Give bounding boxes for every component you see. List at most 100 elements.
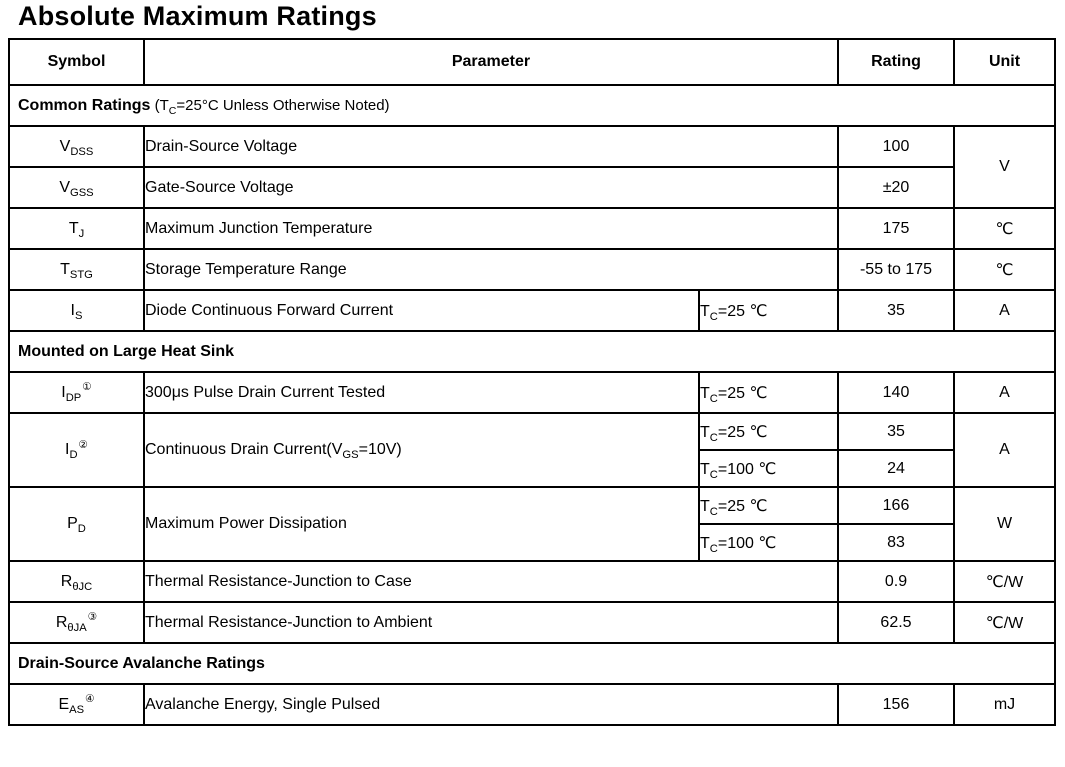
parameter-cell-pd: Maximum Power Dissipation — [143, 486, 700, 562]
condition-cell-is: TC=25 ℃ — [698, 289, 839, 332]
condition-cell-pd-100c: TC=100 ℃ — [698, 523, 839, 562]
symbol-subscript: DSS — [70, 145, 94, 158]
rating-cell-idp: 140 — [837, 371, 955, 414]
symbol-cell-vgss: VGSS — [8, 166, 145, 209]
parameter-cell-rthjc: Thermal Resistance-Junction to Case — [143, 560, 839, 603]
symbol-cell-tstg: TSTG — [8, 248, 145, 291]
parameter-cell-is: Diode Continuous Forward Current — [143, 289, 700, 332]
datasheet-page: Absolute Maximum Ratings Symbol Paramete… — [8, 1, 1056, 726]
symbol-subscript: D — [77, 523, 86, 536]
unit-cell-tj: ℃ — [953, 207, 1056, 250]
symbol-cell-eas: EAS④ — [8, 683, 145, 726]
footnote-ref-4: ④ — [85, 693, 95, 706]
condition-base: T — [700, 460, 710, 478]
section-title-heatsink: Mounted on Large Heat Sink — [8, 330, 1056, 373]
rating-cell-eas: 156 — [837, 683, 955, 726]
condition-value: =25 ℃ — [717, 302, 768, 320]
symbol-subscript: DP — [65, 391, 82, 404]
symbol-subscript: STG — [69, 268, 93, 281]
parameter-cell-idp: 300μs Pulse Drain Current Tested — [143, 371, 700, 414]
condition-cell-id-100c: TC=100 ℃ — [698, 449, 839, 488]
footnote-ref-2: ② — [78, 438, 88, 451]
section-note-pre: (T — [150, 96, 169, 114]
unit-cell-rthja: ℃/W — [953, 601, 1056, 644]
condition-value: =25 ℃ — [717, 497, 768, 515]
unit-cell-idp: A — [953, 371, 1056, 414]
rating-cell-vgss: ±20 — [837, 166, 955, 209]
section-title-text: Common Ratings — [18, 96, 151, 114]
table-row-vgss: VGSS Gate-Source Voltage ±20 — [8, 166, 1055, 209]
symbol-subscript: θJC — [72, 580, 93, 593]
symbol-cell-id: ID② — [8, 412, 145, 488]
condition-value: =100 ℃ — [717, 534, 777, 552]
symbol-cell-vdss: VDSS — [8, 125, 145, 168]
symbol-subscript: AS — [69, 703, 85, 716]
condition-base: T — [700, 534, 710, 552]
table-row-rthjc: RθJC Thermal Resistance-Junction to Case… — [8, 560, 1056, 603]
section-note-subscript: C — [168, 104, 177, 117]
condition-subscript: C — [709, 310, 718, 323]
symbol-base: R — [55, 613, 68, 631]
condition-cell-pd-25c: TC=25 ℃ — [698, 486, 839, 525]
condition-base: T — [700, 423, 710, 441]
table-row-idp: IDP① 300μs Pulse Drain Current Tested TC… — [8, 371, 1056, 414]
condition-subscript: C — [709, 505, 718, 518]
condition-value: =25 ℃ — [717, 423, 768, 441]
unit-cell-eas: mJ — [953, 683, 1056, 726]
parameter-text-post: =10V) — [358, 441, 402, 458]
symbol-base: T — [68, 219, 79, 237]
condition-cell-idp: TC=25 ℃ — [698, 371, 839, 414]
parameter-cell-tj: Maximum Junction Temperature — [143, 207, 839, 250]
table-header-row: Symbol Parameter Rating Unit — [8, 38, 1056, 86]
symbol-cell-is: IS — [8, 289, 145, 332]
symbol-cell-rthjc: RθJC — [8, 560, 145, 603]
symbol-base: I — [61, 383, 66, 401]
condition-value: =100 ℃ — [717, 460, 777, 478]
symbol-cell-tj: TJ — [8, 207, 145, 250]
section-row-common-ratings: Common Ratings (TC=25°C Unless Otherwise… — [8, 84, 1056, 127]
symbol-base: V — [59, 137, 71, 155]
symbol-subscript: θJA — [67, 621, 87, 634]
symbol-subscript: S — [74, 309, 83, 322]
symbol-base: V — [59, 178, 71, 196]
table-row-pd-100c: TC=100 ℃ 83 — [9, 523, 1055, 562]
parameter-cell-vdss: Drain-Source Voltage — [143, 125, 839, 168]
rating-cell-tj: 175 — [837, 207, 955, 250]
col-header-unit: Unit — [953, 38, 1056, 86]
table-row-tj: TJ Maximum Junction Temperature 175 ℃ — [8, 207, 1056, 250]
unit-cell-rthjc: ℃/W — [953, 560, 1056, 603]
parameter-cell-tstg: Storage Temperature Range — [143, 248, 839, 291]
table-row-eas: EAS④ Avalanche Energy, Single Pulsed 156… — [8, 683, 1056, 726]
condition-value: =25 ℃ — [717, 384, 768, 402]
condition-cell-id-25c: TC=25 ℃ — [698, 412, 839, 451]
parameter-cell-rthja: Thermal Resistance-Junction to Ambient — [143, 601, 839, 644]
condition-subscript: C — [709, 431, 718, 444]
table-row-vdss: VDSS Drain-Source Voltage 100 V — [8, 125, 1056, 209]
rating-cell-tstg: -55 to 175 — [837, 248, 955, 291]
rating-cell-pd-100c: 83 — [837, 523, 955, 562]
rating-cell-rthja: 62.5 — [837, 601, 955, 644]
symbol-base: P — [67, 515, 78, 532]
section-title-avalanche: Drain-Source Avalanche Ratings — [8, 642, 1056, 685]
symbol-cell-idp: IDP① — [8, 371, 145, 414]
table-row-id-25c: ID② Continuous Drain Current(VGS=10V) TC… — [8, 412, 1056, 488]
page-title: Absolute Maximum Ratings — [18, 1, 377, 31]
col-header-rating: Rating — [837, 38, 955, 86]
condition-base: T — [700, 302, 710, 320]
condition-base: T — [700, 384, 710, 402]
footnote-ref-1: ① — [82, 381, 92, 394]
unit-cell-pd: W — [953, 486, 1056, 562]
unit-cell-tstg: ℃ — [953, 248, 1056, 291]
col-header-parameter: Parameter — [143, 38, 839, 86]
symbol-cell-pd: PD — [8, 486, 145, 562]
absolute-maximum-ratings-table: Symbol Parameter Rating Unit Common Rati… — [8, 38, 1056, 726]
symbol-base: I — [70, 301, 75, 319]
section-row-heatsink: Mounted on Large Heat Sink — [8, 330, 1056, 373]
condition-subscript: C — [709, 392, 718, 405]
symbol-base: T — [60, 260, 70, 278]
table-row-id-100c: TC=100 ℃ 24 — [9, 449, 1055, 488]
rating-cell-id-25c: 35 — [837, 412, 955, 451]
parameter-cell-id: Continuous Drain Current(VGS=10V) — [143, 412, 700, 488]
parameter-subscript: GS — [342, 449, 359, 462]
table-row-tstg: TSTG Storage Temperature Range -55 to 17… — [8, 248, 1056, 291]
